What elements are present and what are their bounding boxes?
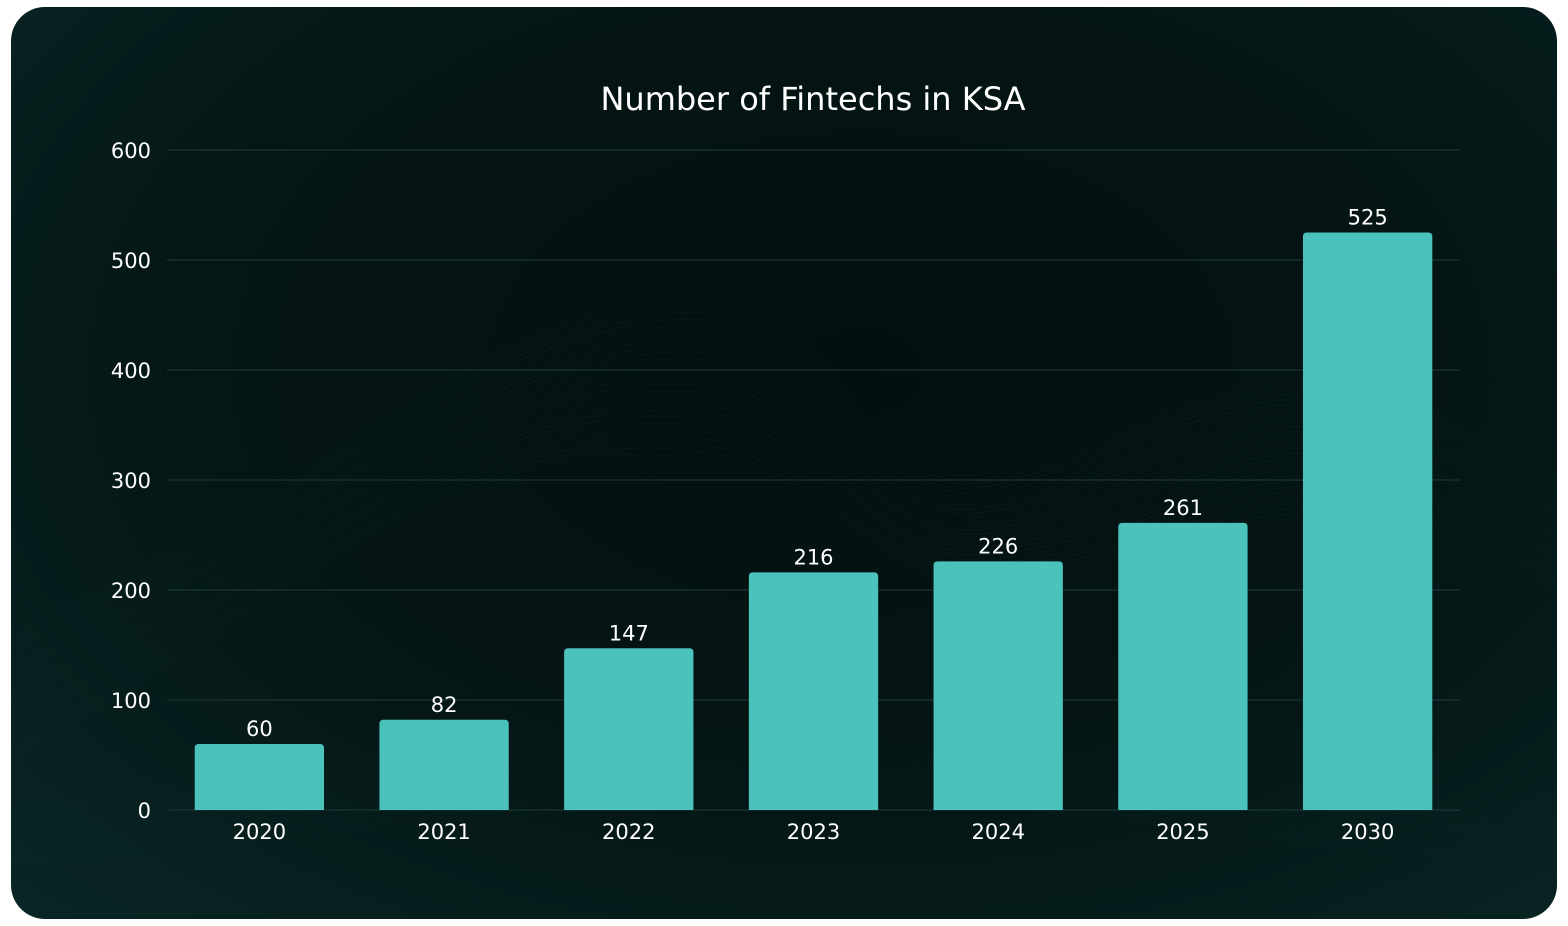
wave-line [11,332,1557,660]
wave-line [11,447,1557,758]
wave-line [11,370,1557,693]
wave-line [11,345,1557,671]
x-tick-label-2021: 2021 [417,820,470,844]
x-tick-label-2023: 2023 [787,820,840,844]
background-wave-pattern [11,292,1557,864]
wave-line [11,390,1557,709]
wave-line [11,396,1557,714]
bar-value-labels: 60 82 147 216 226 261 525 [246,206,1388,742]
wave-line [11,416,1557,731]
wave-line [11,383,1557,704]
y-axis-tick-labels: 0 100 200 300 400 500 600 [111,139,151,823]
bars [194,232,1433,810]
x-tick-label-2022: 2022 [602,820,655,844]
bar-2020 [194,744,325,810]
value-label-2023: 216 [793,545,833,569]
y-tick-label: 600 [111,139,151,163]
wave-line [11,305,1557,639]
wave-line [11,377,1557,698]
bar-2030 [1302,232,1433,810]
wave-line [11,299,1557,633]
y-tick-label: 200 [111,579,151,603]
x-axis-tick-labels: 2020 2021 2022 2023 2024 2025 2030 [233,820,1395,844]
wave-line [11,312,1557,644]
value-label-2020: 60 [246,717,273,741]
wave-line [11,357,1557,682]
bar-2021 [379,719,509,810]
bar-2022 [564,648,694,810]
value-label-2030: 525 [1348,206,1388,230]
wave-line [11,325,1557,655]
x-tick-label-2030: 2030 [1341,820,1394,844]
wave-line [11,428,1557,741]
wave-line [11,441,1557,752]
x-tick-label-2020: 2020 [233,820,286,844]
wave-line [11,351,1557,677]
value-label-2021: 82 [431,693,458,717]
chart-title: Number of Fintechs in KSA [600,80,1025,118]
y-tick-label: 500 [111,249,151,273]
value-label-2024: 226 [978,534,1018,558]
y-tick-label: 300 [111,469,151,493]
bar-2024 [933,561,1063,810]
wave-line [11,364,1557,687]
chart-card: Number of Fintechs in KSA 0 100 200 300 400 5… [11,7,1557,919]
wave-line [11,318,1557,650]
wave-line [11,422,1557,736]
bar-chart: Number of Fintechs in KSA 0 100 200 300 400 5… [11,80,1557,864]
wave-line [11,292,1557,628]
wave-line [11,435,1557,747]
y-tick-label: 400 [111,359,151,383]
bar-2025 [1118,522,1248,810]
x-tick-label-2025: 2025 [1156,820,1209,844]
bar-2023 [748,572,879,810]
value-label-2025: 261 [1163,496,1203,520]
wave-line [11,453,1557,763]
y-tick-label: 0 [138,799,151,823]
value-label-2022: 147 [609,621,649,645]
x-tick-label-2024: 2024 [971,820,1024,844]
wave-line [11,409,1557,725]
y-tick-label: 100 [111,689,151,713]
